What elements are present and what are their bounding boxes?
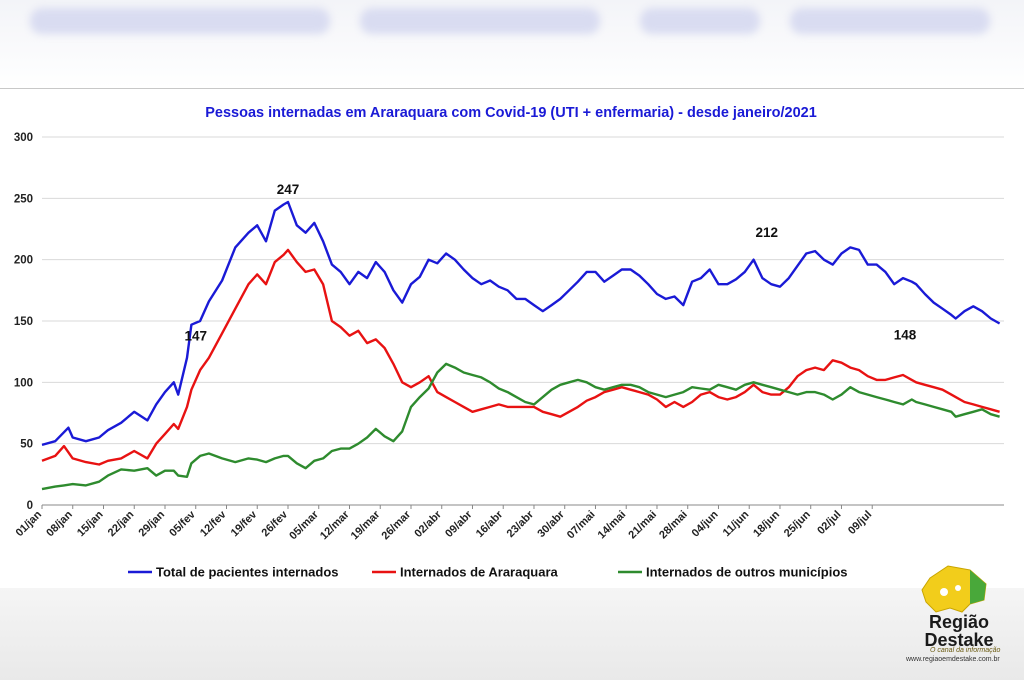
data-label: 147 <box>184 329 207 344</box>
x-tick-label: 07/mai <box>565 509 598 542</box>
x-tick-label: 29/jan <box>137 508 168 539</box>
logo-tagline: O canal da informação <box>930 647 1001 654</box>
x-tick-label: 12/mar <box>318 508 352 542</box>
x-tick-label: 05/mar <box>287 508 321 542</box>
x-tick-label: 19/fev <box>229 508 260 539</box>
legend-label-2: Internados de outros municípios <box>646 565 848 580</box>
x-tick-label: 30/abr <box>535 508 567 540</box>
annotations: 247 147 212 148 <box>184 182 916 344</box>
x-tick-label: 05/fev <box>167 508 198 539</box>
chart-title: Pessoas internadas em Araraquara com Cov… <box>205 105 817 121</box>
series-lines <box>41 200 1001 491</box>
x-tick-label: 02/jul <box>815 509 843 537</box>
logo-name-line1: Região <box>928 612 989 632</box>
x-tick-label: 26/mar <box>380 508 414 542</box>
divider <box>0 88 1024 89</box>
x-tick-label: 12/fev <box>198 508 229 539</box>
x-tick-label: 14/mai <box>596 509 629 542</box>
x-tick-label: 19/mar <box>349 508 383 542</box>
y-tick-label: 300 <box>14 132 33 144</box>
y-tick-label: 0 <box>27 500 33 512</box>
blurred-menu-item <box>640 8 760 34</box>
x-tick-label: 09/jul <box>846 509 874 537</box>
logo-name: Região Destake <box>904 613 1014 649</box>
x-tick-label: 11/jun <box>721 508 752 539</box>
regiao-destake-logo <box>921 565 987 613</box>
x-axis: 01/jan 08/jan 15/jan 22/jan 29/jan 05/fev 12/f… <box>14 504 1004 542</box>
x-tick-label: 21/mai <box>626 509 659 542</box>
data-label: 247 <box>277 182 300 197</box>
logo-url: www.regiaoemdestake.com.br <box>906 656 1000 663</box>
x-tick-label: 23/abr <box>505 508 537 540</box>
y-tick-label: 150 <box>14 316 33 328</box>
x-tick-label: 26/fev <box>260 508 291 539</box>
grid <box>42 136 1004 506</box>
x-tick-label: 09/abr <box>443 508 475 540</box>
x-tick-label: 02/abr <box>412 508 444 540</box>
x-tick-label: 22/jan <box>106 508 137 539</box>
legend-label-0: Total de pacientes internados <box>156 565 339 580</box>
y-tick-label: 50 <box>20 439 33 451</box>
x-tick-label: 08/jan <box>44 508 75 539</box>
legend-label-1: Internados de Araraquara <box>400 565 559 580</box>
x-tick-label: 15/jan <box>75 508 106 539</box>
blurred-menu-item <box>790 8 990 34</box>
x-tick-label: 18/jun <box>751 508 782 539</box>
x-tick-label: 04/jun <box>690 508 721 539</box>
legend: Total de pacientes internados Internados … <box>128 565 848 580</box>
x-tick-label: 25/jun <box>782 508 813 539</box>
y-tick-label: 100 <box>14 377 33 389</box>
x-tick-label: 16/abr <box>474 508 506 540</box>
x-tick-label: 01/jan <box>14 508 45 539</box>
data-label: 148 <box>894 327 917 342</box>
x-tick-label: 28/mai <box>657 509 690 542</box>
y-axis: 0 50 100 150 200 250 300 <box>14 132 33 512</box>
blurred-menu-item <box>360 8 600 34</box>
y-tick-label: 250 <box>14 193 33 205</box>
data-label: 212 <box>756 225 779 240</box>
series-line-1 <box>41 248 1000 466</box>
blurred-header <box>0 0 1024 88</box>
logo-name-line2: Destake <box>924 630 994 650</box>
blurred-menu-item <box>30 8 330 34</box>
y-tick-label: 200 <box>14 255 33 267</box>
series-line-2 <box>41 362 1000 491</box>
series-line-0 <box>41 200 1001 447</box>
blurred-footer <box>0 588 1024 680</box>
